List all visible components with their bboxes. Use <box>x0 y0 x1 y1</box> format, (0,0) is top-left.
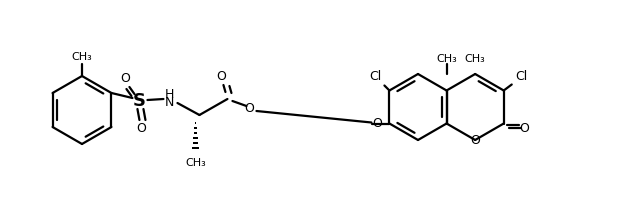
Text: O: O <box>470 134 480 147</box>
Text: O: O <box>519 122 529 135</box>
Text: O: O <box>136 122 147 134</box>
Text: CH₃: CH₃ <box>465 54 486 64</box>
Text: O: O <box>244 102 254 115</box>
Text: Cl: Cl <box>516 70 528 83</box>
Text: CH₃: CH₃ <box>72 52 92 62</box>
Text: CH₃: CH₃ <box>436 54 457 64</box>
Text: Cl: Cl <box>369 70 381 83</box>
Text: O: O <box>372 117 382 130</box>
Text: N: N <box>164 97 174 110</box>
Text: S: S <box>133 92 146 110</box>
Text: H: H <box>164 88 174 101</box>
Text: O: O <box>216 71 227 83</box>
Text: CH₃: CH₃ <box>185 158 206 168</box>
Text: O: O <box>120 72 131 85</box>
